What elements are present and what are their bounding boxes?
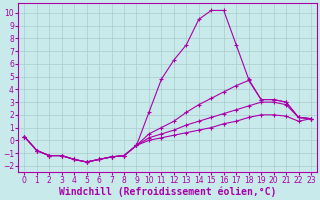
X-axis label: Windchill (Refroidissement éolien,°C): Windchill (Refroidissement éolien,°C) bbox=[59, 187, 276, 197]
